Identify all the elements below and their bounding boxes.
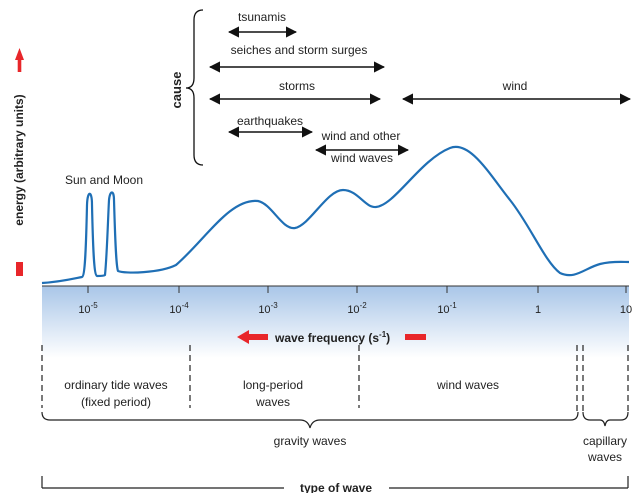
- energy-spectrum-curve: [41, 145, 630, 285]
- cause-brace: [185, 9, 204, 166]
- cause-wind-other-label-line1: wind and other: [321, 129, 401, 143]
- cause-wind-other-label-line2: wind waves: [330, 151, 393, 165]
- cause-tsunamis: tsunamis: [227, 10, 298, 38]
- cause-wind-and-other: wind and other wind waves: [314, 129, 410, 165]
- region-tide-line1: ordinary tide waves: [64, 378, 167, 392]
- region-long-line2: waves: [255, 395, 290, 409]
- x-axis-left-arrow: [237, 330, 268, 344]
- sun-and-moon-label: Sun and Moon: [65, 173, 143, 187]
- cause-earthquakes: earthquakes: [227, 114, 314, 138]
- capillary-label-line2: waves: [587, 450, 622, 464]
- x-axis-label-main: wave frequency (s: [274, 331, 379, 345]
- x-axis-label-close: ): [386, 331, 390, 345]
- cause-tsunamis-label: tsunamis: [238, 10, 286, 24]
- frequency-tick-label: 1: [535, 304, 541, 316]
- frequency-tick-label: 10-2: [347, 301, 367, 316]
- frequency-tick-label: 10-3: [258, 301, 278, 316]
- cause-wind-label: wind: [502, 79, 528, 93]
- frequency-tick-exponent: -5: [91, 301, 99, 310]
- frequency-tick-base: 10: [169, 304, 181, 316]
- frequency-tick-base: 10: [437, 304, 449, 316]
- frequency-tick-label: 10-5: [78, 301, 98, 316]
- type-of-wave-label: type of wave: [300, 481, 372, 493]
- frequency-tick-exponent: -2: [360, 301, 368, 310]
- frequency-tick-base: 10: [258, 304, 270, 316]
- frequency-tick-base: 10: [78, 304, 90, 316]
- frequency-tick-label: 10: [620, 304, 632, 316]
- region-dividers: [41, 345, 629, 412]
- cause-seiches-label: seiches and storm surges: [231, 43, 368, 57]
- cause-wind: wind: [401, 79, 632, 105]
- y-axis-label: energy (arbitrary units): [12, 94, 26, 225]
- region-long-line1: long-period: [243, 378, 303, 392]
- frequency-tick-exponent: -3: [271, 301, 279, 310]
- cause-storms: storms: [208, 79, 382, 105]
- cause-block: cause tsunamis seiches and storm surges …: [169, 9, 632, 166]
- capillary-waves-bracket: [582, 411, 629, 427]
- frequency-tick-base: 10: [347, 304, 359, 316]
- y-axis: energy (arbitrary units): [12, 48, 26, 276]
- frequency-tick-exponent: -4: [182, 301, 190, 310]
- frequency-tick-base: 10: [620, 304, 632, 316]
- frequency-tick-label: 10-4: [169, 301, 189, 316]
- frequency-band: [42, 286, 629, 358]
- frequency-tick-exponent: -1: [450, 301, 458, 310]
- frequency-tick-label: 10-1: [437, 301, 457, 316]
- x-axis-label-exp: -1: [379, 330, 387, 339]
- gravity-waves-label: gravity waves: [274, 434, 347, 448]
- cause-storms-label: storms: [279, 79, 315, 93]
- region-tide-line2: (fixed period): [81, 395, 151, 409]
- x-axis-red-bar: [405, 334, 426, 340]
- region-wind-waves: wind waves: [436, 378, 499, 392]
- capillary-label-line1: capillary: [583, 434, 627, 448]
- y-axis-red-bar: [16, 262, 23, 276]
- x-axis-label-group: wave frequency (s-1): [237, 330, 426, 345]
- y-axis-up-arrow: [15, 48, 24, 72]
- cause-seiches: seiches and storm surges: [208, 43, 386, 73]
- cause-heading: cause: [169, 72, 184, 109]
- cause-earthquakes-label: earthquakes: [237, 114, 303, 128]
- frequency-ticks: 10-5 10-4 10-3 10-2 10-1 1 10: [78, 286, 632, 316]
- frequency-tick-base: 1: [535, 304, 541, 316]
- x-axis-label: wave frequency (s-1): [274, 330, 390, 345]
- gravity-waves-bracket: [41, 411, 579, 429]
